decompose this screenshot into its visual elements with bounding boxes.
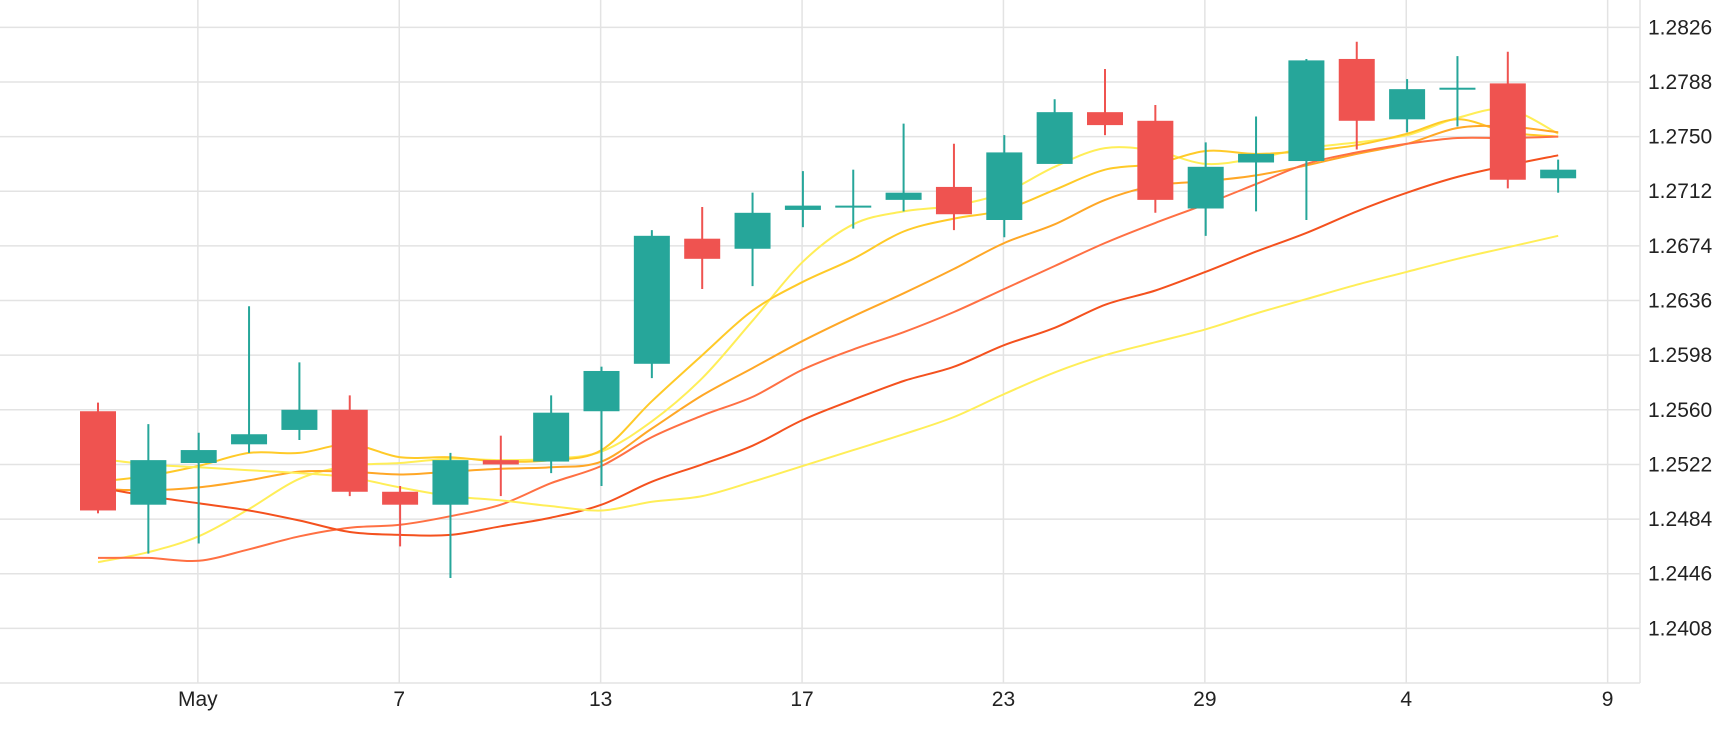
candle bbox=[331, 395, 368, 497]
candle-body bbox=[1389, 89, 1426, 120]
y-tick-label: 1.2560 bbox=[1648, 399, 1712, 422]
candle-body bbox=[432, 460, 469, 505]
candle bbox=[633, 230, 670, 379]
candle bbox=[1338, 41, 1375, 150]
x-tick-label: 4 bbox=[1400, 688, 1412, 711]
candle bbox=[130, 424, 167, 554]
candle bbox=[382, 486, 419, 547]
candle-body bbox=[331, 409, 368, 492]
candle bbox=[835, 169, 872, 229]
x-tick-label: 17 bbox=[790, 688, 813, 711]
candle bbox=[1087, 69, 1123, 136]
candle bbox=[533, 395, 570, 474]
candle-body bbox=[885, 192, 922, 200]
x-tick-label: 23 bbox=[992, 688, 1015, 711]
candle bbox=[1137, 104, 1174, 213]
candle bbox=[432, 452, 469, 579]
candle-body bbox=[1338, 58, 1375, 121]
y-tick-label: 1.2446 bbox=[1648, 563, 1712, 586]
candle bbox=[935, 143, 972, 231]
candle-body bbox=[130, 460, 167, 505]
y-tick-label: 1.2484 bbox=[1648, 508, 1713, 531]
candle-body bbox=[583, 370, 620, 412]
candle-body bbox=[835, 205, 872, 208]
grid bbox=[0, 0, 1640, 683]
candle bbox=[684, 207, 721, 290]
candle bbox=[231, 306, 268, 453]
moving-average-line-5 bbox=[97, 154, 1559, 537]
x-tick-label: 9 bbox=[1602, 688, 1614, 711]
candle-body bbox=[1439, 87, 1476, 90]
candle-body bbox=[382, 491, 419, 505]
candle bbox=[734, 192, 771, 287]
moving-average-line-6 bbox=[97, 234, 1559, 512]
candle-body bbox=[1036, 112, 1073, 164]
candle-body bbox=[684, 238, 721, 259]
candle-body bbox=[1238, 153, 1275, 163]
candle bbox=[1540, 159, 1577, 193]
candle bbox=[1238, 116, 1275, 212]
candle-body bbox=[1187, 166, 1224, 209]
candle-body bbox=[482, 460, 519, 465]
candle bbox=[281, 362, 318, 440]
axes: 1.2408 1.2446 1.2484 1.2522 1.2560 1.2598 1.26… bbox=[0, 0, 1713, 711]
moving-average-lines bbox=[97, 107, 1559, 564]
moving-average-line-1 bbox=[97, 107, 1559, 564]
candle-body bbox=[1489, 83, 1526, 180]
y-tick-label: 1.2712 bbox=[1648, 180, 1712, 203]
y-tick-label: 1.2598 bbox=[1648, 344, 1712, 367]
candle bbox=[1439, 56, 1476, 127]
x-tick-label: 13 bbox=[589, 688, 612, 711]
candle-body bbox=[533, 412, 570, 462]
candle-body bbox=[80, 411, 116, 511]
candle-body bbox=[734, 212, 771, 249]
x-tick-label: May bbox=[178, 688, 218, 711]
candle bbox=[1389, 79, 1426, 133]
candle-body bbox=[633, 235, 670, 364]
candle bbox=[885, 123, 922, 212]
y-tick-label: 1.2826 bbox=[1648, 16, 1712, 39]
y-tick-label: 1.2788 bbox=[1648, 71, 1712, 94]
candle-body bbox=[1288, 60, 1325, 162]
candle bbox=[986, 135, 1023, 238]
candle-body bbox=[986, 152, 1023, 220]
candles bbox=[80, 41, 1577, 579]
y-tick-label: 1.2408 bbox=[1648, 617, 1712, 640]
y-tick-label: 1.2636 bbox=[1648, 290, 1712, 313]
candle-body bbox=[281, 409, 318, 430]
candle-body bbox=[180, 450, 217, 464]
moving-average-line-3 bbox=[97, 124, 1559, 492]
candle bbox=[1489, 51, 1526, 189]
candle-body bbox=[935, 186, 972, 215]
y-tick-label: 1.2674 bbox=[1648, 235, 1713, 258]
candle-body bbox=[1137, 120, 1174, 200]
x-tick-label: 29 bbox=[1193, 688, 1216, 711]
candle bbox=[1036, 99, 1073, 164]
candle bbox=[80, 402, 116, 514]
candle bbox=[784, 171, 821, 228]
y-tick-label: 1.2522 bbox=[1648, 453, 1712, 476]
candle bbox=[583, 366, 620, 487]
candle-body bbox=[1087, 112, 1123, 126]
moving-average-line-4 bbox=[97, 135, 1559, 563]
candle-body bbox=[231, 434, 268, 445]
x-tick-label: 7 bbox=[393, 688, 405, 711]
candle bbox=[482, 435, 519, 497]
candle-body bbox=[1540, 169, 1577, 179]
y-tick-label: 1.2750 bbox=[1648, 126, 1712, 149]
candle bbox=[1187, 142, 1224, 236]
candle-body bbox=[784, 205, 821, 210]
candle bbox=[180, 432, 217, 544]
candle bbox=[1288, 58, 1325, 220]
